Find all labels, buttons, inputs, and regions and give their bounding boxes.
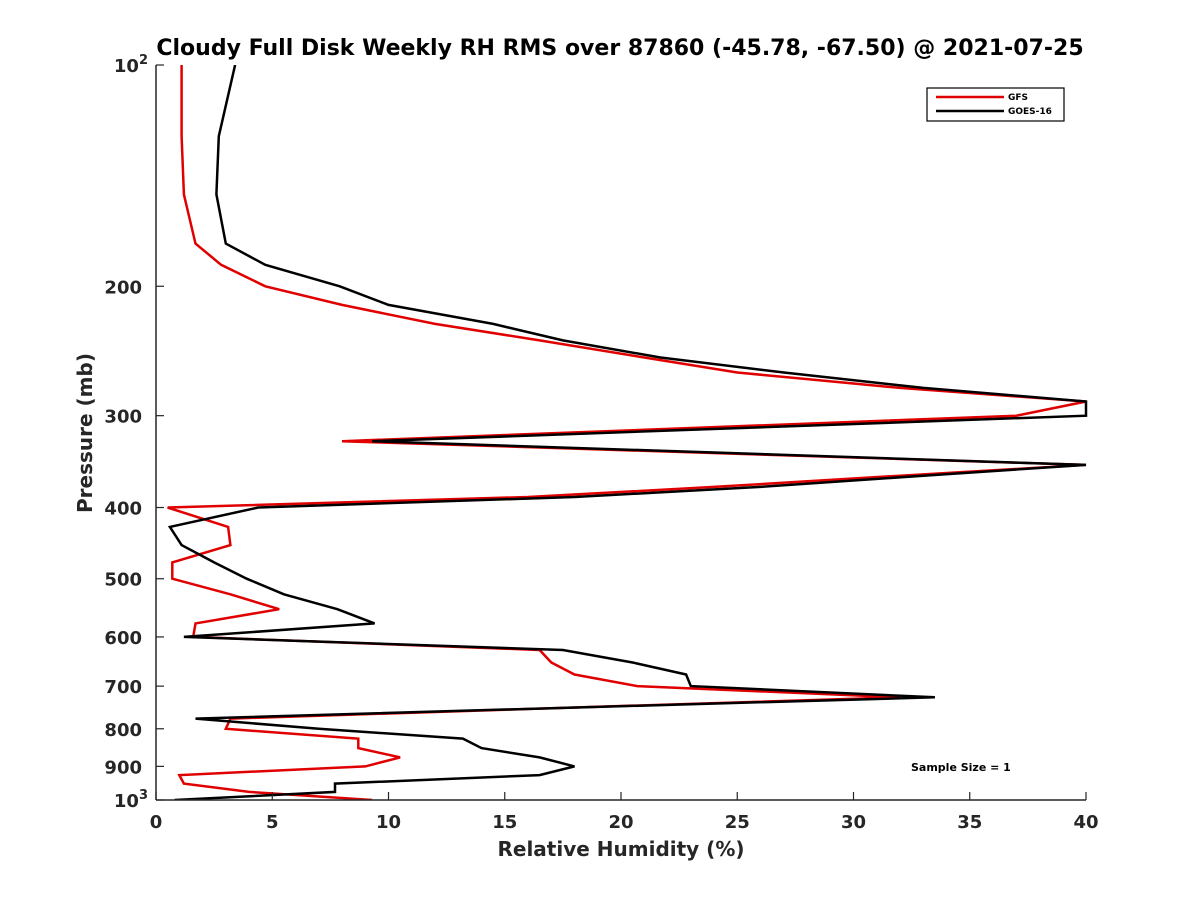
y-tick-label: 400 — [104, 499, 142, 520]
x-tick-label: 5 — [266, 812, 279, 833]
y-tick-label: 900 — [104, 757, 142, 778]
chart-title: Cloudy Full Disk Weekly RH RMS over 8786… — [156, 36, 1083, 61]
plot-area: 0 5 10 15 20 25 30 35 40 102 200 300 400 500 600 700 80… — [104, 53, 1098, 833]
x-ticks: 0 5 10 15 20 25 30 35 40 — [150, 792, 1099, 833]
y-tick-label: 200 — [104, 277, 142, 298]
x-tick-label: 40 — [1073, 812, 1098, 833]
x-tick-label: 0 — [150, 812, 163, 833]
y-tick-label: 300 — [104, 407, 142, 428]
y-ticks: 102 200 300 400 500 600 700 800 900 103 — [104, 53, 164, 812]
series-layer — [167, 65, 1088, 800]
y-tick-label: 800 — [104, 720, 142, 741]
sample-size-annotation: Sample Size = 1 — [911, 761, 1011, 774]
y-tick-label: 700 — [104, 677, 142, 698]
x-axis-label: Relative Humidity (%) — [497, 837, 744, 861]
x-tick-label: 15 — [492, 812, 517, 833]
legend: GFS GOES-16 — [926, 87, 1065, 122]
legend-label-gfs: GFS — [1008, 93, 1028, 103]
y-tick-label: 103 — [114, 788, 148, 812]
series-line-goes16 — [167, 65, 1088, 800]
legend-box — [926, 87, 1065, 122]
x-tick-label: 25 — [725, 812, 750, 833]
x-tick-label: 10 — [376, 812, 401, 833]
y-tick-label: 102 — [114, 53, 148, 77]
legend-label-goes16: GOES-16 — [1008, 107, 1052, 117]
series-line-gfs — [167, 65, 1087, 800]
y-axis-label: Pressure (mb) — [73, 353, 97, 513]
y-tick-label: 600 — [104, 628, 142, 649]
y-tick-label: 500 — [104, 570, 142, 591]
x-tick-label: 30 — [841, 812, 866, 833]
x-tick-label: 35 — [957, 812, 982, 833]
x-tick-label: 20 — [608, 812, 633, 833]
